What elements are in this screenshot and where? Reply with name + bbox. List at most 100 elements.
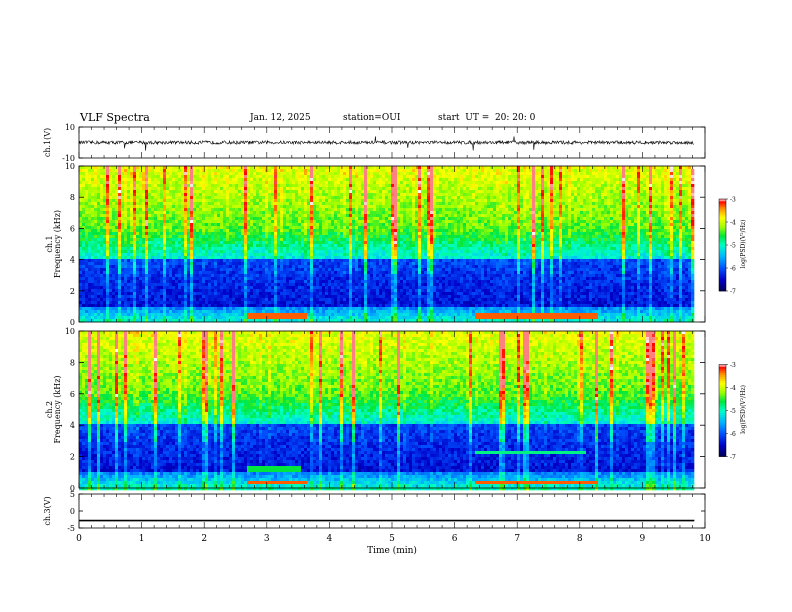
colorbar-segment [719, 229, 726, 232]
colorbar-segment [719, 275, 726, 278]
colorbar-segment [719, 233, 726, 236]
colorbar-segment [719, 219, 726, 222]
y-tick-label: -5 [67, 524, 75, 533]
colorbar-segment [719, 392, 726, 395]
colorbar-segment [719, 271, 726, 274]
colorbar-segment [719, 231, 726, 234]
colorbar-segment [719, 279, 726, 282]
colorbar-tick-label: -3 [730, 197, 736, 204]
spectrogram-ch2: 0 2 4 6 8 10 ch.2 Frequency (kHz) -3 -4 -5 -6 -7 log(… [45, 327, 747, 493]
spectrogram-cells [79, 166, 695, 323]
colorbar-segment [719, 251, 726, 254]
colorbar-segment [719, 434, 726, 437]
colorbar-segment [719, 442, 726, 445]
colorbar-tick-label: -4 [730, 385, 736, 392]
colorbar-segment [719, 255, 726, 258]
y-tick-label: 10 [65, 162, 75, 171]
x-tick-label: 10 [699, 534, 711, 544]
colorbar-segment [719, 223, 726, 226]
x-tick-label: 3 [264, 534, 270, 544]
colorbar-segment [719, 452, 726, 455]
y-tick-label: 4 [70, 256, 75, 265]
colorbar-tick-label: -7 [730, 454, 736, 461]
colorbar-segment [719, 450, 726, 453]
x-tick-label: 7 [514, 534, 520, 544]
x-axis-label: Time (min) [367, 545, 417, 556]
y-axis-label: ch.3(V) [43, 496, 52, 525]
colorbar-segment [719, 289, 726, 292]
y-tick-label: 5 [70, 490, 75, 499]
colorbar-segment [719, 215, 726, 218]
colorbar-segment [719, 406, 726, 409]
colorbar-segment [719, 390, 726, 393]
colorbar-segment [719, 378, 726, 381]
colorbar-tick-label: -6 [730, 266, 736, 273]
colorbar-segment [719, 426, 726, 429]
y-axis-label: ch.2 [45, 401, 54, 418]
colorbar-segment [719, 396, 726, 399]
colorbar-segment [719, 287, 726, 290]
colorbar-segment [719, 374, 726, 377]
colorbar-segment [719, 418, 726, 421]
colorbar-segment [719, 203, 726, 206]
colorbar: -3 -4 -5 -6 -7 log(PSD)(V²/Hz) [718, 362, 747, 461]
date-label: Jan. 12, 2025 [250, 113, 311, 123]
y-axis-label: Frequency (kHz) [53, 210, 62, 278]
colorbar-tick-label: -4 [730, 220, 736, 227]
colorbar-segment [719, 221, 726, 224]
colorbar-label: log(PSD)(V²/Hz) [740, 385, 747, 434]
y-tick-label: 6 [70, 224, 75, 233]
y-tick-label: 2 [70, 287, 75, 296]
y-tick-label: 10 [65, 327, 75, 336]
colorbar-segment [719, 376, 726, 379]
station-label: station=OUI [343, 113, 400, 123]
colorbar-segment [719, 440, 726, 443]
x-tick-label: 6 [452, 534, 458, 544]
colorbar-tick-label: -5 [730, 408, 736, 415]
colorbar-segment [719, 205, 726, 208]
colorbar-segment [719, 382, 726, 385]
colorbar-segment [719, 428, 726, 431]
colorbar-segment [719, 432, 726, 435]
colorbar-segment [719, 199, 726, 202]
colorbar-segment [719, 269, 726, 272]
colorbar-segment [719, 422, 726, 425]
colorbar-segment [719, 217, 726, 220]
colorbar-tick-label: -3 [730, 362, 736, 369]
y-tick-label: 0 [70, 484, 75, 493]
colorbar-segment [719, 237, 726, 240]
colorbar-segment [719, 416, 726, 419]
colorbar-segment [719, 273, 726, 276]
colorbar-segment [719, 424, 726, 427]
colorbar-segment [719, 247, 726, 250]
colorbar-segment [719, 261, 726, 264]
colorbar-segment [719, 398, 726, 401]
colorbar-segment [719, 436, 726, 439]
colorbar-segment [719, 400, 726, 403]
colorbar-segment [719, 386, 726, 389]
colorbar-segment [719, 209, 726, 212]
colorbar-segment [719, 243, 726, 246]
colorbar-segment [719, 410, 726, 413]
y-tick-label: 8 [70, 358, 75, 367]
spectrogram-cells [79, 331, 695, 491]
colorbar-segment [719, 281, 726, 284]
colorbar-tick-label: -7 [730, 289, 736, 296]
colorbar-segment [719, 249, 726, 252]
colorbar-label: log(PSD)(V²/Hz) [740, 220, 747, 269]
colorbar-tick-label: -5 [730, 243, 736, 250]
x-tick-label: 8 [577, 534, 583, 544]
chart-title: VLF Spectra [80, 111, 150, 124]
x-axis: 0 1 2 3 4 5 6 7 8 9 10 Time (min) [76, 127, 711, 556]
colorbar-segment [719, 235, 726, 238]
colorbar-segment [719, 420, 726, 423]
colorbar-segment [719, 388, 726, 391]
y-axis-label: ch.1 [45, 235, 54, 252]
colorbar-segment [719, 259, 726, 262]
colorbar-segment [719, 241, 726, 244]
colorbar-segment [719, 267, 726, 270]
ch1-waveform-panel: 10 -10 ch.1(V) [43, 123, 706, 163]
y-tick-label: 0 [70, 507, 75, 516]
colorbar-segment [719, 372, 726, 375]
colorbar-segment [719, 446, 726, 449]
